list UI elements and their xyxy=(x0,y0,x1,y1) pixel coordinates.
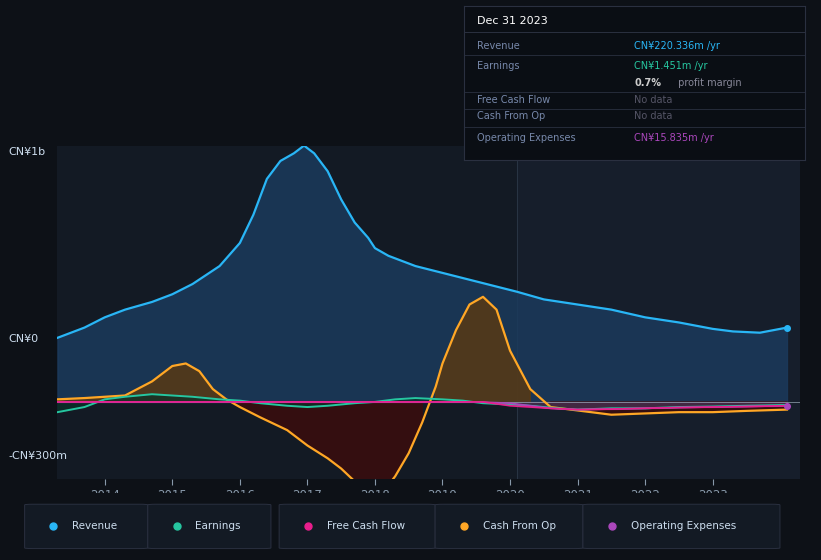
FancyBboxPatch shape xyxy=(25,504,148,549)
Text: Revenue: Revenue xyxy=(72,521,117,531)
FancyBboxPatch shape xyxy=(148,504,271,549)
Text: CN¥0: CN¥0 xyxy=(8,334,39,344)
Text: Operating Expenses: Operating Expenses xyxy=(478,133,576,143)
Text: profit margin: profit margin xyxy=(675,78,741,87)
FancyBboxPatch shape xyxy=(279,504,435,549)
Text: CN¥1.451m /yr: CN¥1.451m /yr xyxy=(635,60,708,71)
Text: Dec 31 2023: Dec 31 2023 xyxy=(478,16,548,26)
Text: Cash From Op: Cash From Op xyxy=(478,111,546,122)
Text: No data: No data xyxy=(635,95,672,105)
Text: Cash From Op: Cash From Op xyxy=(483,521,556,531)
FancyBboxPatch shape xyxy=(435,504,583,549)
Bar xyxy=(516,146,800,479)
Text: Free Cash Flow: Free Cash Flow xyxy=(327,521,405,531)
Text: Earnings: Earnings xyxy=(478,60,520,71)
FancyBboxPatch shape xyxy=(583,504,780,549)
Text: 0.7%: 0.7% xyxy=(635,78,661,87)
Text: CN¥15.835m /yr: CN¥15.835m /yr xyxy=(635,133,714,143)
Text: No data: No data xyxy=(635,111,672,122)
Text: Earnings: Earnings xyxy=(195,521,241,531)
Text: Revenue: Revenue xyxy=(478,41,521,50)
Text: CN¥1b: CN¥1b xyxy=(8,147,45,157)
Text: Free Cash Flow: Free Cash Flow xyxy=(478,95,551,105)
Text: CN¥220.336m /yr: CN¥220.336m /yr xyxy=(635,41,720,50)
Text: Operating Expenses: Operating Expenses xyxy=(631,521,736,531)
Text: -CN¥300m: -CN¥300m xyxy=(8,451,67,461)
